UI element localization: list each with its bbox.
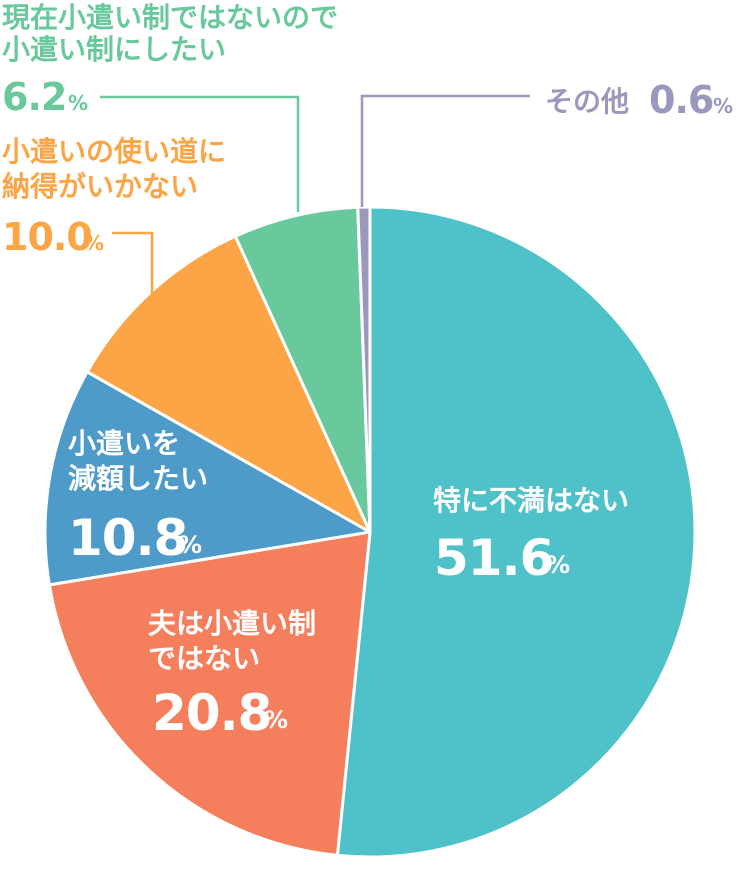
- slice-label: その他: [545, 85, 629, 118]
- pie-slice: [233, 205, 372, 534]
- percent-sign: %: [713, 94, 733, 118]
- slice-label: 小遣いを: [68, 427, 180, 460]
- pie-slice: [356, 205, 372, 534]
- pie-slice: [85, 234, 372, 534]
- pie-slice: [43, 370, 372, 587]
- slice-label: ではない: [148, 642, 260, 675]
- slice-value: 6.2: [2, 75, 66, 119]
- slice-label: 減額したい: [68, 462, 208, 495]
- percent-sign: %: [178, 531, 202, 559]
- slice-value: 10.0: [2, 215, 92, 259]
- pie-slices: [43, 205, 697, 859]
- pie-slice: [47, 530, 372, 857]
- slice-value: 10.8: [68, 509, 187, 567]
- slice-label: 納得がいかない: [2, 170, 198, 203]
- slice-value: 51.6: [434, 529, 553, 587]
- leader-line: [100, 95, 300, 212]
- slice-label: 小遣い制にしたい: [2, 33, 226, 66]
- leader-line: [360, 94, 530, 207]
- percent-sign: %: [264, 706, 288, 734]
- pie-slice: [335, 205, 697, 859]
- slice-label: 現在小遣い制ではないので: [2, 1, 338, 34]
- leader-line: [112, 231, 154, 312]
- slice-label: 夫は小遣い制: [148, 607, 316, 640]
- slice-label: 特に不満はない: [433, 484, 629, 517]
- slice-value: 20.8: [152, 684, 271, 742]
- slice-value: 0.6: [649, 78, 713, 122]
- leader-lines: [100, 94, 530, 312]
- percent-sign: %: [546, 551, 570, 579]
- percent-sign: %: [68, 91, 88, 115]
- slice-label: 小遣いの使い道に: [2, 135, 226, 168]
- percent-sign: %: [84, 231, 104, 255]
